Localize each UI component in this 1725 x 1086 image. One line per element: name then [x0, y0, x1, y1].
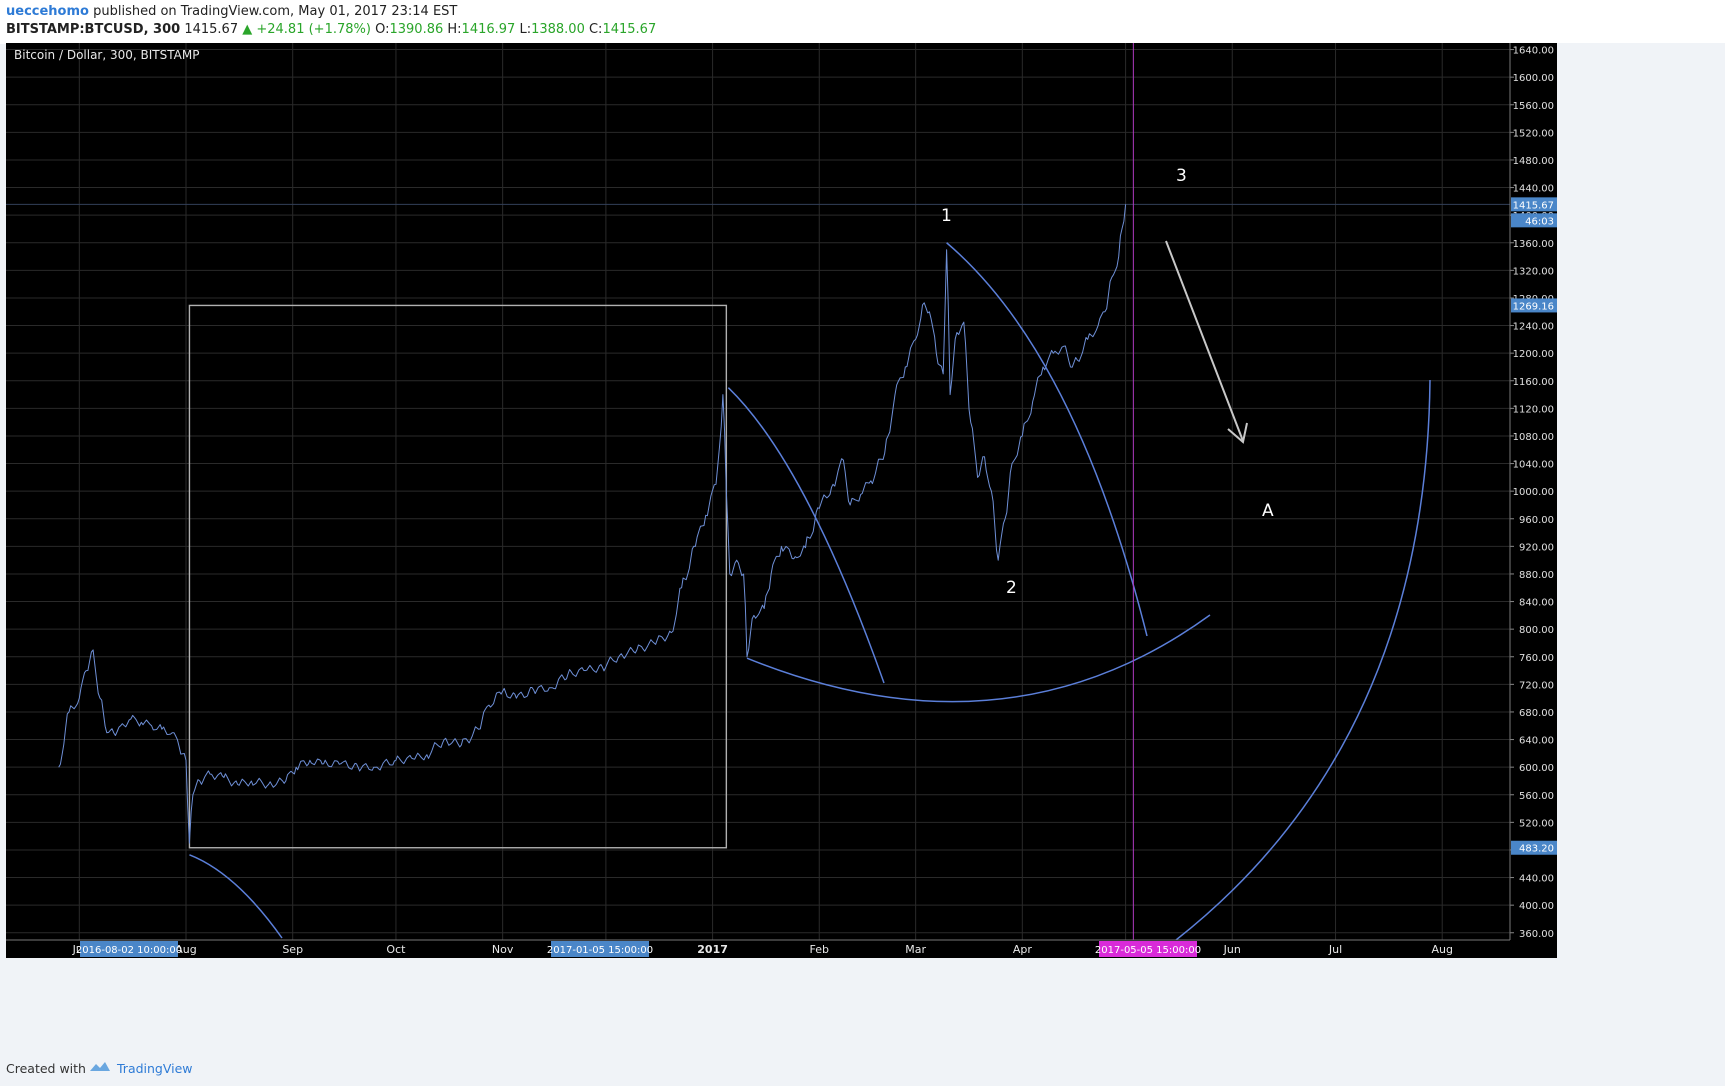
- arc-bottom: [746, 614, 1211, 703]
- time-axis-background[interactable]: [6, 940, 1557, 958]
- time-tick-label: Nov: [492, 943, 514, 956]
- wave-label-2: 2: [1006, 578, 1017, 598]
- time-axis[interactable]: Jul Aug Sep Oct Nov 2017 Feb Mar Apr Jun Jul Aug201…: [6, 939, 1510, 957]
- time-tick-label: Mar: [905, 943, 926, 956]
- price-tick-label: 440.00: [1519, 874, 1554, 885]
- price-tick-label: 1480.00: [1513, 156, 1554, 167]
- chart-area[interactable]: 1 2 3 A 1640.00 1600.00 1560.00 1520.00 1480.00…: [6, 43, 1725, 1050]
- price-tick-label: 720.00: [1519, 680, 1554, 691]
- time-tick-label: Sep: [282, 943, 303, 956]
- price-tick-label: 1440.00: [1513, 184, 1554, 195]
- tradingview-logo-icon[interactable]: [88, 1059, 112, 1075]
- chart-title: Bitcoin / Dollar, 300, BITSTAMP: [14, 48, 199, 62]
- grid-lines: [6, 43, 1510, 940]
- low-value: 1388.00: [531, 22, 585, 37]
- arc-aug: [189, 854, 283, 939]
- drawings: 1 2 3 A: [189, 43, 1431, 941]
- arc-large: [1175, 379, 1431, 941]
- price-tick-label: 1360.00: [1513, 239, 1554, 250]
- created-with-text: Created with: [6, 1061, 86, 1076]
- price-series: [58, 204, 1127, 844]
- wave-label-3: 3: [1176, 166, 1187, 186]
- symbol-label: BITSTAMP:BTCUSD, 300: [6, 22, 181, 37]
- arrow-head: [1227, 422, 1248, 444]
- level-b-label: 483.20: [1519, 844, 1554, 855]
- low-label: L:: [519, 22, 532, 37]
- price-tick-label: 1520.00: [1513, 128, 1554, 139]
- time-tick-label: Oct: [386, 943, 406, 956]
- high-value: 1416.97: [461, 22, 516, 37]
- close-value: 1415.67: [602, 22, 657, 37]
- countdown-label-bg: [1511, 213, 1557, 228]
- publish-info: uecceho­mo published on TradingView.com,…: [6, 4, 457, 19]
- price-tick-label: 1240.00: [1513, 322, 1554, 333]
- arc-jan: [727, 387, 885, 684]
- price-tick-label: 1600.00: [1513, 73, 1554, 84]
- price-tick-label: 1640.00: [1513, 46, 1554, 57]
- price-tick-label: 960.00: [1519, 515, 1554, 526]
- price-tick-label: 1000.00: [1513, 487, 1554, 498]
- level-a-label: 1269.16: [1513, 301, 1554, 312]
- price-tick-label: 680.00: [1519, 708, 1554, 719]
- cursor-date-label-bg: [1099, 941, 1197, 957]
- price-chart[interactable]: 1 2 3 A 1640.00 1600.00 1560.00 1520.00 1480.00…: [6, 43, 1725, 1050]
- author-link[interactable]: uecceho­mo: [6, 4, 89, 19]
- close-label: C:: [588, 22, 603, 37]
- time-tick-label: Feb: [810, 943, 829, 956]
- published-text: published on TradingView.com, May 01, 20…: [93, 4, 458, 19]
- time-tick-label: Jun: [1223, 943, 1241, 956]
- time-price-box: [188, 304, 728, 849]
- time-tick-label: Aug: [175, 943, 196, 956]
- price-tick-label: 640.00: [1519, 736, 1554, 747]
- price-tick-label: 1200.00: [1513, 349, 1554, 360]
- price-tick-label: 840.00: [1519, 598, 1554, 609]
- ohlc-line: BITSTAMP:BTCUSD, 300 1415.67 ▲ +24.81 (+…: [6, 22, 656, 37]
- wave-label-A: A: [1262, 501, 1274, 521]
- price-tick-label: 1120.00: [1513, 404, 1554, 415]
- open-value: 1390.86: [389, 22, 444, 37]
- start-date-label: 2016-08-02 10:00:00: [76, 945, 182, 956]
- time-tick-label: Jul: [1328, 943, 1342, 956]
- countdown-label: 46:03: [1525, 216, 1554, 227]
- price-tick-label: 560.00: [1519, 791, 1554, 802]
- time-tick-label: Apr: [1013, 943, 1033, 956]
- start-date-label-bg: [80, 941, 178, 957]
- change-value: ▲ +24.81 (+1.78%): [242, 22, 371, 37]
- tradingview-link[interactable]: TradingView: [117, 1061, 193, 1076]
- level-a-label-bg: [1511, 298, 1557, 313]
- cursor-date-label: 2017-05-05 15:00:00: [1095, 945, 1201, 956]
- last-price-label-bg: [1511, 197, 1557, 212]
- price-tick-label: 800.00: [1519, 625, 1554, 636]
- last-price-label: 1415.67: [1513, 200, 1554, 211]
- price-tick-label: 1040.00: [1513, 460, 1554, 471]
- price-tick-label: 920.00: [1519, 542, 1554, 553]
- arc-mar: [946, 242, 1148, 637]
- down-arrow: [1165, 240, 1244, 442]
- price-tick-label: 1080.00: [1513, 432, 1554, 443]
- drawings-back: [6, 203, 1510, 849]
- price-tick-label: 400.00: [1519, 901, 1554, 912]
- price-tick-label: 1160.00: [1513, 377, 1554, 388]
- price-tick-label: 1320.00: [1513, 266, 1554, 277]
- level-b-label-bg: [1511, 840, 1557, 855]
- high-label: H:: [447, 22, 462, 37]
- price-tick-label: 880.00: [1519, 570, 1554, 581]
- time-tick-label: 2017: [697, 943, 728, 956]
- price-axis[interactable]: 1640.00 1600.00 1560.00 1520.00 1480.00 1440.…: [1509, 43, 1557, 940]
- last-price: 1415.67: [184, 22, 239, 37]
- price-tick-label: 520.00: [1519, 818, 1554, 829]
- btc-price-line: [58, 204, 1127, 844]
- price-tick-label: 360.00: [1519, 929, 1554, 940]
- price-tick-label: 760.00: [1519, 653, 1554, 664]
- price-tick-label: 1560.00: [1513, 101, 1554, 112]
- price-tick-label: 600.00: [1519, 763, 1554, 774]
- time-tick-label: Aug: [1431, 943, 1452, 956]
- header-bar: uecceho­mo published on TradingView.com,…: [0, 0, 1725, 44]
- mid-date-label: 2017-01-05 15:00:00: [547, 945, 653, 956]
- price-axis-background[interactable]: [1510, 43, 1557, 940]
- wave-label-1: 1: [941, 206, 952, 226]
- mid-date-label-bg: [551, 941, 649, 957]
- open-label: O:: [375, 22, 390, 37]
- footer: Created with TradingView: [0, 1050, 1725, 1086]
